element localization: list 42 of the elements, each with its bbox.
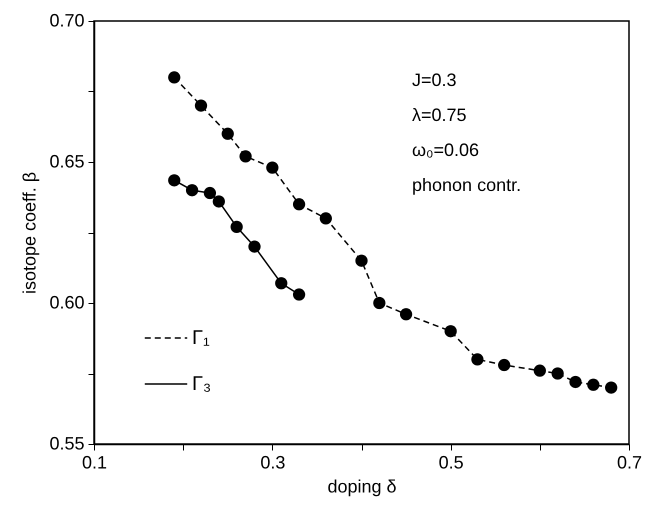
annotation: phonon contr. — [412, 175, 522, 195]
x-tick-label: 0.5 — [438, 452, 464, 472]
point — [498, 358, 510, 372]
point — [168, 174, 180, 186]
point — [292, 198, 306, 210]
x-axis-title: doping δ — [327, 476, 397, 496]
y-axis-title: isotope coeff. β — [19, 172, 40, 294]
y-tick-label: 0.55 — [49, 434, 84, 454]
x-tick-label: 0.7 — [616, 452, 642, 472]
point — [212, 195, 225, 208]
point — [569, 376, 582, 388]
annotation: J=0.3 — [412, 70, 457, 90]
point — [230, 220, 243, 233]
y-tick-label: 0.60 — [49, 292, 84, 312]
point — [204, 186, 216, 200]
point — [186, 184, 198, 196]
point — [248, 240, 261, 253]
legend-label: Γ₃ — [192, 373, 212, 395]
x-tick-label: 0.3 — [260, 452, 286, 472]
point — [222, 128, 234, 140]
y-tick-label: 0.65 — [49, 152, 84, 172]
x-tick-label: 0.1 — [82, 452, 108, 472]
point — [587, 378, 600, 391]
point — [552, 367, 564, 380]
point — [275, 277, 288, 290]
point — [355, 254, 368, 267]
point — [605, 381, 618, 394]
point — [534, 364, 546, 377]
point — [168, 71, 180, 84]
y-tick-label: 0.70 — [49, 10, 84, 30]
point — [194, 99, 208, 112]
point — [373, 296, 386, 310]
annotation: λ=0.75 — [412, 105, 467, 125]
legend-label: Γ₁ — [192, 327, 210, 349]
point — [471, 353, 484, 366]
point — [239, 150, 252, 162]
annotation: ω₀=0.06 — [412, 140, 480, 160]
point — [266, 162, 278, 174]
point — [292, 288, 306, 301]
point — [320, 212, 332, 225]
point — [444, 325, 457, 338]
point — [400, 308, 412, 320]
